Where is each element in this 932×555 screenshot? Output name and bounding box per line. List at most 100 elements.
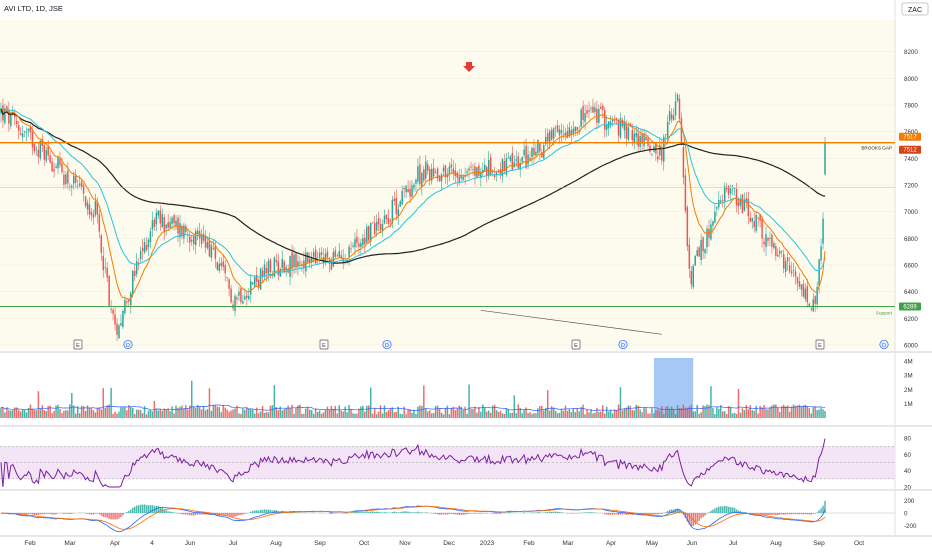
- volume-bar[interactable]: [221, 412, 222, 418]
- volume-bar[interactable]: [671, 407, 672, 418]
- candle-body[interactable]: [126, 302, 127, 303]
- macd-histogram-bar[interactable]: [801, 513, 802, 514]
- macd-histogram-bar[interactable]: [364, 512, 365, 513]
- volume-bar[interactable]: [659, 411, 660, 418]
- candle-body[interactable]: [221, 263, 222, 266]
- volume-bar[interactable]: [789, 412, 790, 418]
- volume-bar[interactable]: [643, 408, 644, 418]
- macd-histogram-bar[interactable]: [624, 513, 625, 514]
- candle-body[interactable]: [57, 158, 58, 169]
- volume-bar[interactable]: [169, 411, 170, 418]
- candle-body[interactable]: [254, 277, 255, 287]
- candle-body[interactable]: [140, 251, 141, 259]
- volume-bar[interactable]: [785, 406, 786, 418]
- macd-histogram-bar[interactable]: [549, 512, 550, 513]
- macd-histogram-bar[interactable]: [128, 511, 129, 513]
- candle-body[interactable]: [152, 220, 153, 229]
- candle-body[interactable]: [649, 146, 650, 152]
- volume-bar[interactable]: [24, 410, 25, 418]
- volume-bar[interactable]: [12, 410, 13, 418]
- candle-body[interactable]: [573, 129, 574, 133]
- macd-histogram-bar[interactable]: [258, 511, 259, 513]
- macd-histogram-bar[interactable]: [352, 512, 353, 513]
- macd-histogram-bar[interactable]: [816, 512, 817, 513]
- candle-body[interactable]: [637, 133, 638, 146]
- volume-bar[interactable]: [647, 414, 648, 418]
- candle-body[interactable]: [494, 175, 495, 177]
- macd-histogram-bar[interactable]: [183, 513, 184, 514]
- candle-body[interactable]: [211, 245, 212, 258]
- macd-histogram-bar[interactable]: [557, 512, 558, 513]
- macd-histogram-bar[interactable]: [374, 512, 375, 513]
- volume-bar[interactable]: [655, 410, 656, 418]
- candle-body[interactable]: [427, 164, 428, 170]
- volume-bar[interactable]: [641, 412, 642, 418]
- volume-bar[interactable]: [628, 406, 629, 418]
- volume-bar[interactable]: [419, 405, 420, 418]
- candle-body[interactable]: [822, 218, 823, 243]
- macd-histogram-bar[interactable]: [728, 507, 729, 513]
- volume-bar[interactable]: [470, 409, 471, 418]
- macd-histogram-bar[interactable]: [667, 511, 668, 513]
- volume-bar[interactable]: [634, 410, 635, 418]
- macd-histogram-bar[interactable]: [370, 512, 371, 513]
- macd-histogram-bar[interactable]: [700, 513, 701, 519]
- volume-bar[interactable]: [486, 412, 487, 418]
- candle-body[interactable]: [687, 207, 688, 246]
- volume-bar[interactable]: [694, 411, 695, 418]
- candle-body[interactable]: [44, 145, 45, 159]
- candle-body[interactable]: [93, 215, 94, 218]
- candle-body[interactable]: [458, 176, 459, 181]
- candle-body[interactable]: [299, 262, 300, 263]
- macd-histogram-bar[interactable]: [702, 513, 703, 517]
- volume-bar[interactable]: [396, 412, 397, 418]
- candle-body[interactable]: [144, 242, 145, 253]
- volume-bar[interactable]: [325, 409, 326, 418]
- candle-body[interactable]: [203, 234, 204, 241]
- candle-body[interactable]: [565, 133, 566, 135]
- macd-histogram-bar[interactable]: [224, 513, 225, 515]
- volume-bar[interactable]: [152, 411, 153, 418]
- volume-bar[interactable]: [541, 406, 542, 418]
- candle-body[interactable]: [47, 146, 48, 155]
- volume-bar[interactable]: [156, 409, 157, 418]
- volume-bar[interactable]: [677, 405, 678, 418]
- candle-body[interactable]: [702, 237, 703, 251]
- macd-histogram-bar[interactable]: [132, 508, 133, 513]
- volume-bar[interactable]: [224, 408, 225, 418]
- candle-body[interactable]: [252, 282, 253, 284]
- macd-histogram-bar[interactable]: [266, 510, 267, 513]
- candle-body[interactable]: [651, 154, 652, 155]
- macd-histogram-bar[interactable]: [382, 512, 383, 513]
- macd-histogram-bar[interactable]: [238, 513, 239, 515]
- macd-histogram-bar[interactable]: [344, 513, 345, 514]
- volume-bar[interactable]: [437, 406, 438, 418]
- volume-bar[interactable]: [44, 410, 45, 418]
- candle-body[interactable]: [811, 309, 812, 310]
- volume-bar[interactable]: [118, 412, 119, 418]
- volume-bar[interactable]: [700, 412, 701, 418]
- volume-bar[interactable]: [598, 412, 599, 418]
- volume-bar[interactable]: [708, 405, 709, 418]
- volume-bar[interactable]: [525, 407, 526, 418]
- macd-histogram-bar[interactable]: [470, 513, 471, 514]
- volume-bar[interactable]: [183, 408, 184, 418]
- candle-body[interactable]: [394, 199, 395, 201]
- volume-bar[interactable]: [10, 411, 11, 418]
- macd-histogram-bar[interactable]: [234, 513, 235, 517]
- candle-body[interactable]: [797, 277, 798, 283]
- candle-body[interactable]: [559, 129, 560, 135]
- volume-bar[interactable]: [354, 414, 355, 418]
- candle-body[interactable]: [34, 144, 35, 152]
- macd-histogram-bar[interactable]: [571, 513, 572, 514]
- volume-bar[interactable]: [199, 407, 200, 418]
- volume-bar[interactable]: [195, 408, 196, 418]
- candle-body[interactable]: [270, 260, 271, 272]
- macd-histogram-bar[interactable]: [698, 513, 699, 521]
- volume-bar[interactable]: [246, 407, 247, 418]
- volume-bar[interactable]: [575, 412, 576, 418]
- candle-body[interactable]: [645, 137, 646, 141]
- volume-bar[interactable]: [344, 407, 345, 418]
- volume-bar[interactable]: [447, 406, 448, 418]
- macd-histogram-bar[interactable]: [433, 513, 434, 514]
